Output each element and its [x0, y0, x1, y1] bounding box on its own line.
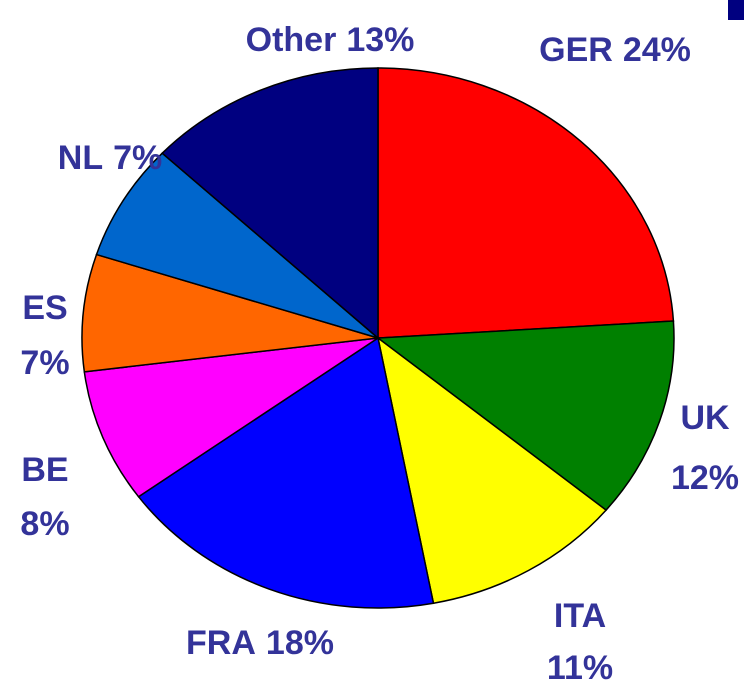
pie	[81, 67, 675, 609]
slice-label-value: 13%	[346, 21, 414, 59]
pie-slice	[83, 337, 379, 498]
slice-label-name: FRA	[186, 624, 256, 662]
slice-label: Other 13%	[246, 21, 415, 59]
slice-label-value: 7%	[113, 139, 162, 177]
slice-label-name: GER	[539, 31, 613, 69]
slice-label: GER 24%	[539, 31, 691, 69]
labels: GER 24% UK 12% ITA 11% FRA 18% BE 8% ES 7% NL 7% Other…	[20, 21, 739, 687]
slice-label-name: BE	[21, 451, 68, 489]
pie-slice	[376, 336, 608, 605]
pie-slice	[161, 67, 379, 340]
slice-label-value: 11%	[547, 649, 613, 687]
slice-label-value: 7%	[20, 344, 69, 382]
pie-slice	[137, 336, 435, 609]
pie-slice	[95, 152, 379, 339]
corner-decoration	[728, 0, 744, 20]
slice-label-name: NL	[58, 139, 103, 177]
pie-slice	[377, 67, 675, 339]
slice-label-value: 18%	[266, 624, 334, 662]
slice-label-name: ITA	[554, 597, 606, 635]
pie-slice	[81, 253, 379, 373]
pie-slice	[375, 320, 675, 512]
slice-label-value: 24%	[623, 31, 691, 69]
slice-label-name: UK	[680, 399, 730, 437]
slice-label: NL 7%	[58, 139, 162, 177]
slice-label-value: 8%	[20, 505, 69, 543]
slice-label-value: 12%	[671, 459, 739, 497]
slice-label-name: ES	[22, 289, 67, 327]
slice-label-name: Other	[246, 21, 337, 59]
slice-label: FRA 18%	[186, 624, 334, 662]
